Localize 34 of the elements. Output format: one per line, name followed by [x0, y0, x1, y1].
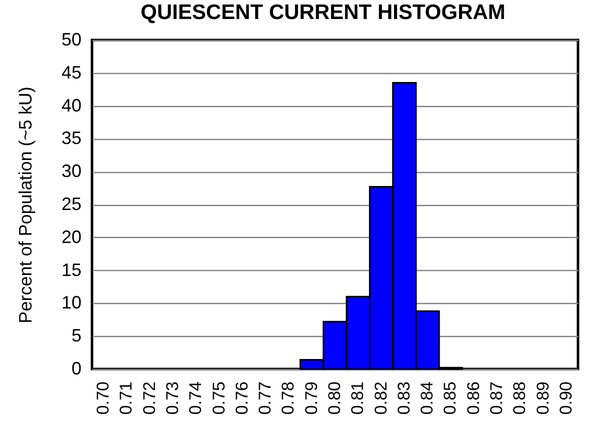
x-tick-label: 0.84	[418, 382, 437, 415]
x-tick-label: 0.83	[394, 382, 414, 415]
y-tick-label: 10	[61, 292, 82, 313]
y-tick-label: 40	[61, 95, 82, 116]
x-tick-label: 0.79	[302, 382, 321, 415]
y-tick-label: 25	[61, 194, 82, 214]
y-tick-label: 50	[61, 30, 82, 50]
x-tick-label: 0.77	[256, 382, 275, 415]
x-tick-label: 0.75	[209, 382, 228, 415]
x-tick-label: 0.80	[325, 382, 344, 415]
y-tick-label: 5	[71, 326, 82, 346]
x-tick-label: 0.74	[186, 382, 206, 415]
x-tick-label: 0.87	[487, 382, 506, 415]
chart-title: QUIESCENT CURRENT HISTOGRAM	[140, 1, 506, 24]
y-tick-label: 35	[61, 128, 82, 148]
x-tick-label: 0.72	[140, 382, 159, 415]
x-tick-label: 0.70	[94, 382, 113, 415]
y-tick-label: 30	[61, 161, 82, 182]
y-tick-label: 45	[61, 62, 82, 82]
x-tick-label: 0.89	[533, 382, 552, 415]
x-tick-label: 0.82	[371, 382, 390, 415]
x-tick-label: 0.88	[510, 382, 530, 415]
x-tick-label: 0.86	[464, 382, 483, 415]
x-tick-label: 0.90	[556, 382, 576, 415]
y-tick-label: 15	[61, 260, 82, 280]
x-tick-label: 0.81	[348, 382, 368, 415]
x-tick-label: 0.73	[163, 382, 182, 415]
y-tick-label: 20	[61, 226, 82, 247]
x-tick-label: 0.78	[278, 382, 298, 415]
x-tick-label: 0.71	[116, 382, 136, 415]
y-axis-title: Percent of Population (~5 kU)	[15, 86, 36, 324]
y-tick-label: 0	[71, 358, 82, 378]
x-tick-label: 0.85	[440, 382, 460, 415]
x-tick-label: 0.76	[232, 382, 252, 415]
